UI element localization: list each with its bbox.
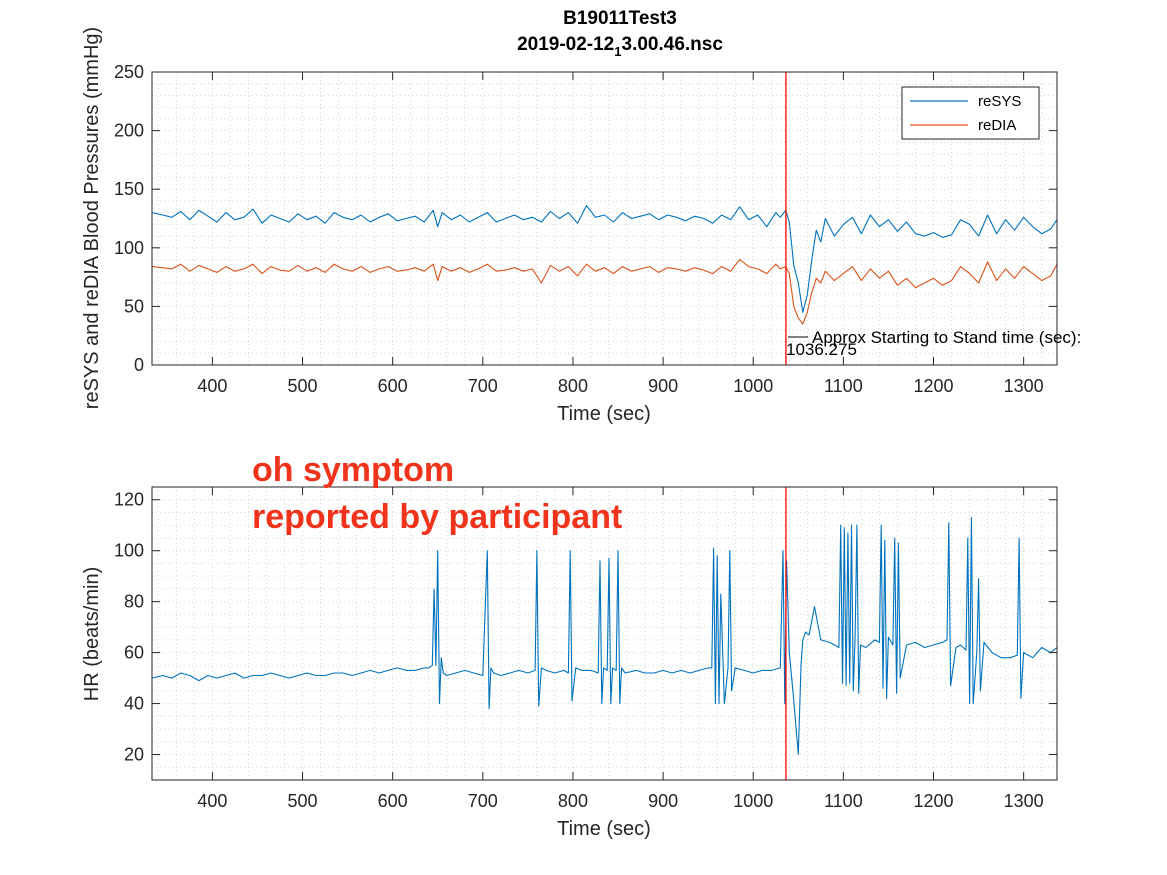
bp-xtick-label: 1000 [733,376,773,396]
hr-series-hr [151,517,1058,756]
chart-subtitle: 2019-02-1213.00.46.nsc [517,34,723,59]
bp-xtick-label: 800 [558,376,588,396]
subtitle-main: 2019-02-12 [517,34,614,55]
bp-series-resys [151,205,1058,313]
bp-xtick-label: 1200 [913,376,953,396]
hr-xtick-label: 1300 [1004,791,1044,811]
bp-series-redia [151,258,1058,325]
bp-ylabel: reSYS and reDIA Blood Pressures (mmHg) [81,27,103,409]
bp-xlabel: Time (sec) [557,403,651,425]
hr-xlabel: Time (sec) [557,818,651,840]
hr-xtick-label: 1000 [733,791,773,811]
bp-ytick-label: 100 [114,238,144,258]
legend-label-resys: reSYS [978,93,1021,110]
bp-legend: reSYS reDIA [901,86,1040,140]
hr-ticks: 400 500 600 700 800 900 1000 1100 1200 1300 20 40 60… [114,487,1057,811]
bp-xtick-label: 1300 [1004,376,1044,396]
bp-xtick-label: 700 [468,376,498,396]
legend-label-redia: reDIA [978,117,1016,134]
hr-xtick-label: 500 [288,791,318,811]
hr-xtick-label: 1200 [913,791,953,811]
hr-ytick-label: 100 [114,541,144,561]
symptom-note-line1: oh symptom [252,451,454,489]
bp-xtick-label: 600 [378,376,408,396]
chart-title: B19011Test3 [563,8,677,29]
hr-xtick-label: 400 [197,791,227,811]
subtitle-subscript: 1 [614,44,621,59]
hr-xtick-label: 700 [468,791,498,811]
bp-ytick-label: 150 [114,179,144,199]
hr-xtick-label: 900 [648,791,678,811]
annotation-label: Approx Starting to Stand time (sec): [812,328,1081,347]
hr-ytick-label: 60 [124,643,144,663]
hr-xtick-label: 800 [558,791,588,811]
bp-ytick-label: 50 [124,296,144,316]
bp-xtick-label: 400 [197,376,227,396]
hr-ytick-label: 20 [124,745,144,765]
hr-ytick-label: 120 [114,490,144,510]
bp-ytick-label: 200 [114,121,144,141]
hr-xtick-label: 600 [378,791,408,811]
hr-ytick-label: 40 [124,694,144,714]
subtitle-tail: 3.00.46.nsc [622,34,724,55]
hr-xtick-label: 1100 [824,791,863,811]
hr-ytick-label: 80 [124,592,144,612]
bp-xtick-label: 1100 [824,376,863,396]
legend-box [901,86,1040,140]
hr-plot: 400 500 600 700 800 900 1000 1100 1200 1300 20 40 60… [81,486,1058,840]
hr-series [151,487,1058,780]
bp-axes-box [151,71,1058,366]
hr-ylabel: HR (beats/min) [81,567,103,701]
bp-xtick-label: 900 [648,376,678,396]
bp-xtick-label: 500 [288,376,318,396]
symptom-note-line2: reported by participant [252,498,622,536]
bp-series [151,72,1058,365]
hr-axes-box [151,486,1058,781]
stand-time-annotation: Approx Starting to Stand time (sec): 103… [786,328,1081,359]
bp-ytick-label: 250 [114,62,144,82]
bp-ticks: 400 500 600 700 800 900 1000 1100 1200 1300 0 50 100… [114,62,1057,396]
annotation-value: 1036.275 [786,340,857,359]
bp-ytick-label: 0 [134,355,144,375]
bp-plot: 400 500 600 700 800 900 1000 1100 1200 1300050100… [81,27,1081,425]
hr-grid [152,486,1057,781]
